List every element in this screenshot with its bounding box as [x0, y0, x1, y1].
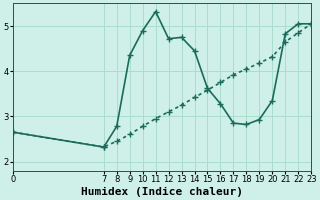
- X-axis label: Humidex (Indice chaleur): Humidex (Indice chaleur): [81, 186, 243, 197]
